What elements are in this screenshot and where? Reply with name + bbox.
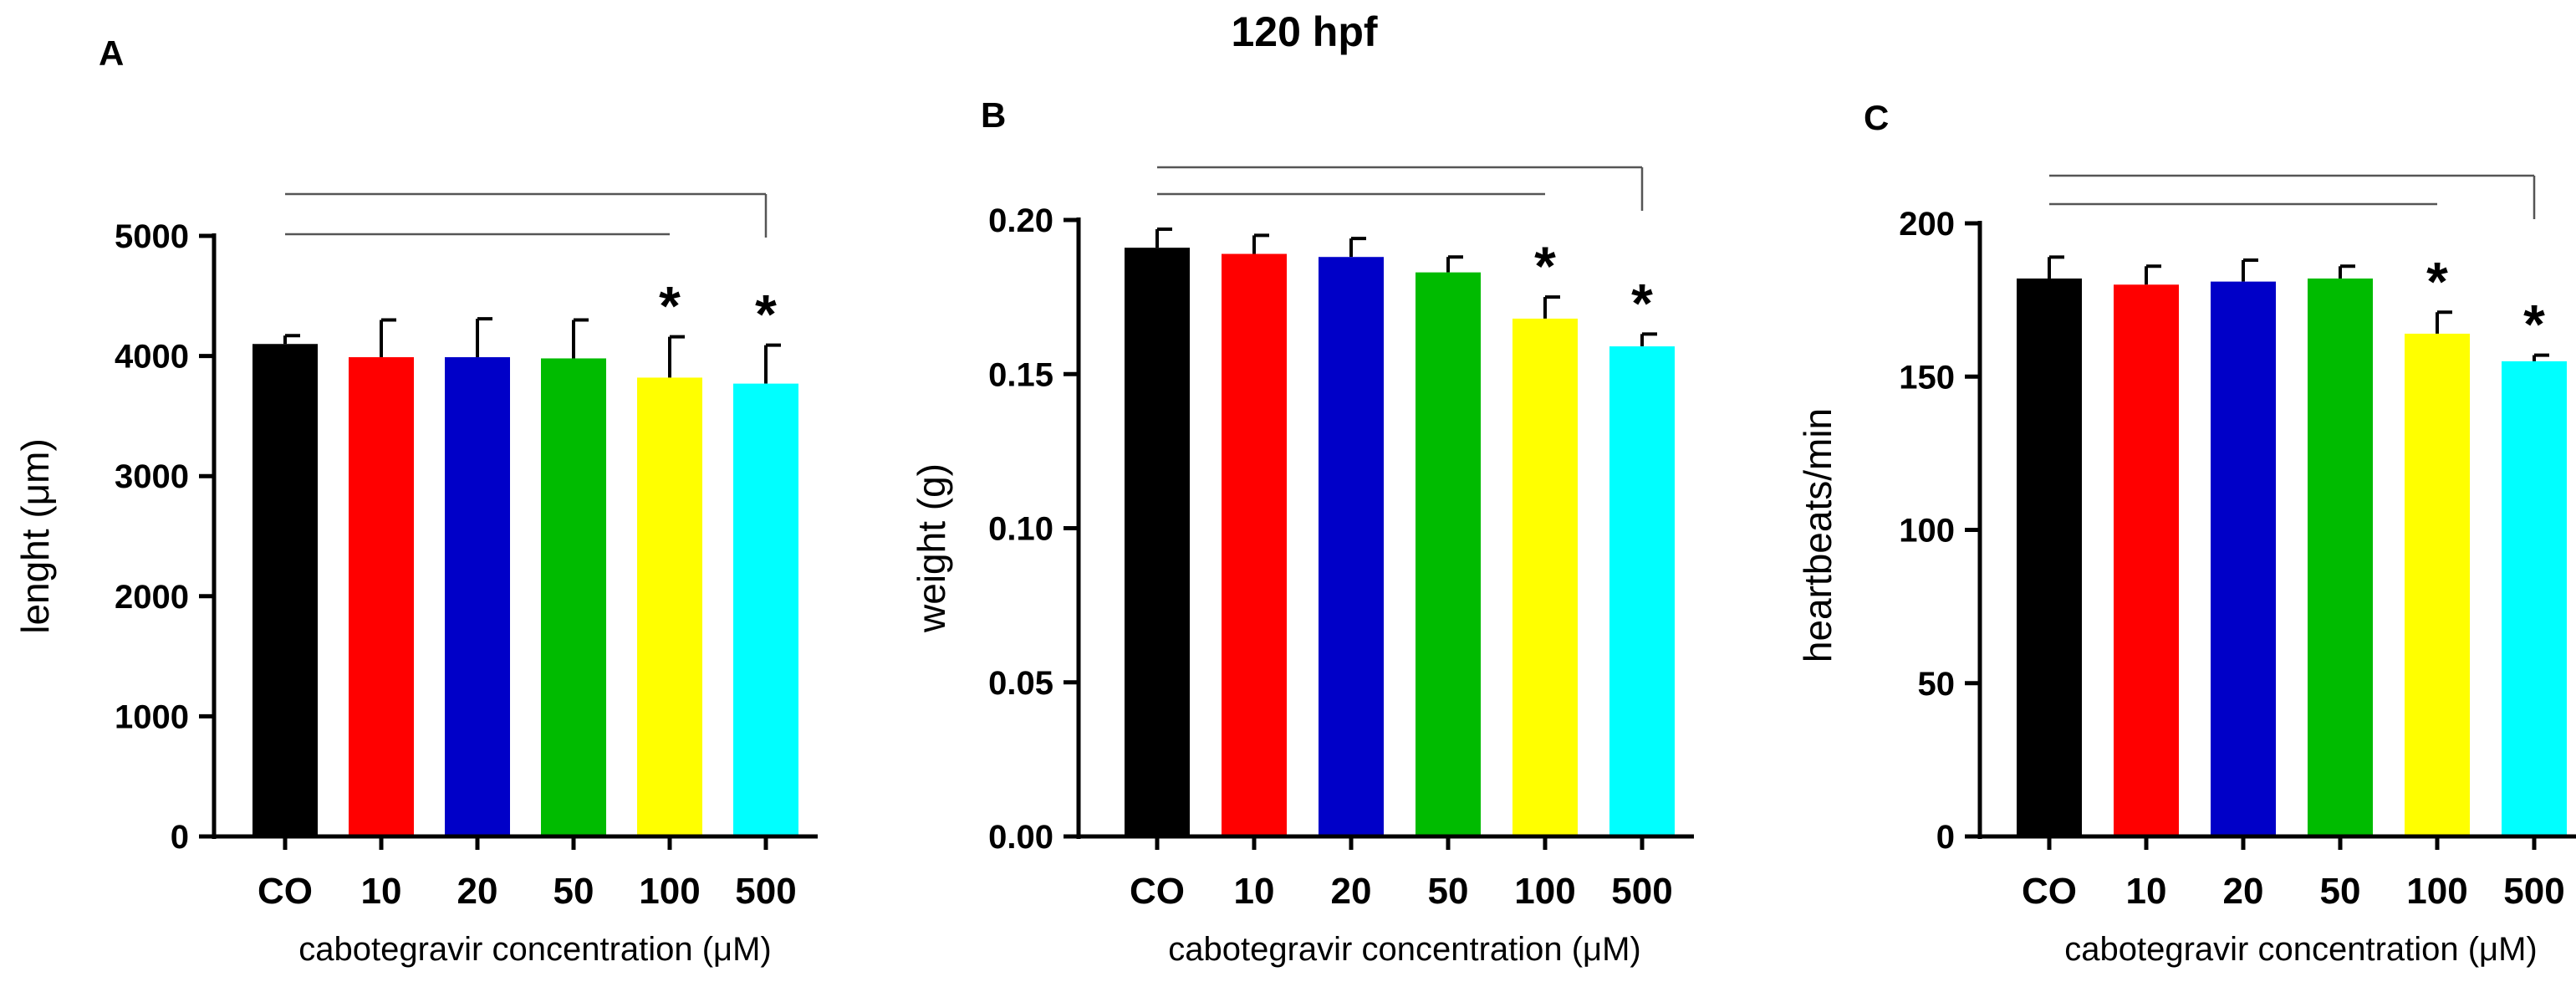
bar-20 bbox=[2211, 281, 2276, 836]
error-bar bbox=[1155, 228, 1172, 248]
significance-bracket bbox=[2049, 174, 2536, 219]
error-bar bbox=[476, 317, 492, 358]
y-tick-label: 2000 bbox=[115, 579, 189, 616]
error-bar bbox=[380, 318, 396, 358]
bar-100 bbox=[2405, 333, 2470, 836]
x-tick-label: 100 bbox=[639, 871, 700, 912]
significance-asterisk: * bbox=[2523, 294, 2545, 355]
y-tick-label: 4000 bbox=[115, 339, 189, 376]
x-axis-label: cabotegravir concentration (μM) bbox=[298, 931, 772, 968]
x-tick-label: 10 bbox=[1234, 871, 1275, 912]
y-tick-label: 0.00 bbox=[988, 819, 1053, 856]
panel-label: C bbox=[1864, 98, 1889, 137]
y-tick-label: 0.05 bbox=[988, 665, 1053, 702]
x-tick-label: CO bbox=[258, 871, 313, 912]
error-bar bbox=[2533, 353, 2549, 361]
error-bar bbox=[2242, 258, 2258, 282]
x-tick-label: 10 bbox=[361, 871, 402, 912]
significance-bracket bbox=[285, 192, 768, 238]
x-tick-label: 500 bbox=[735, 871, 796, 912]
error-bar bbox=[668, 335, 685, 378]
error-bar bbox=[1252, 233, 1269, 254]
error-bar bbox=[572, 318, 589, 359]
chart-panel-b: B 0.00 0.05 0.10 0.15 0.20 CO 10 20 50 100 500 weigh… bbox=[910, 95, 1694, 968]
y-tick-label: 0 bbox=[1936, 819, 1955, 856]
y-tick-label: 3000 bbox=[115, 458, 189, 495]
bar-500 bbox=[733, 383, 798, 836]
x-tick-label: 100 bbox=[1514, 871, 1575, 912]
bar-10 bbox=[2114, 284, 2179, 836]
chart-panel-c: C 0 50 100 150 200 CO 10 20 50 100 500 heartbeats/mi… bbox=[1796, 98, 2576, 968]
x-tick-label: 50 bbox=[553, 871, 594, 912]
bar-CO bbox=[1125, 248, 1190, 836]
error-bar bbox=[2145, 264, 2161, 285]
chart-panel-a: A 0 1000 2000 3000 4000 5000 CO 10 20 50 100 500 leng… bbox=[13, 33, 818, 968]
bar-10 bbox=[349, 357, 414, 836]
y-tick-label: 200 bbox=[1899, 206, 1955, 243]
x-tick-label: 50 bbox=[2320, 871, 2361, 912]
significance-bracket bbox=[1157, 166, 1644, 211]
error-bar bbox=[1446, 255, 1463, 273]
bar-500 bbox=[2502, 361, 2567, 836]
bar-50 bbox=[541, 358, 606, 836]
significance-asterisk: * bbox=[659, 275, 681, 337]
y-tick-label: 5000 bbox=[115, 218, 189, 255]
x-tick-label: 50 bbox=[1428, 871, 1469, 912]
x-tick-label: 500 bbox=[1611, 871, 1672, 912]
bar-50 bbox=[1416, 272, 1481, 836]
x-tick-label: CO bbox=[1130, 871, 1185, 912]
error-bar bbox=[1349, 237, 1366, 258]
y-tick-label: 100 bbox=[1899, 513, 1955, 550]
x-axis-label: cabotegravir concentration (μM) bbox=[1168, 931, 1641, 968]
panel-label: B bbox=[981, 95, 1006, 135]
bar-500 bbox=[1609, 346, 1675, 837]
significance-asterisk: * bbox=[1534, 235, 1556, 297]
error-bar bbox=[2048, 255, 2064, 279]
panel-label: A bbox=[99, 33, 124, 73]
bar-CO bbox=[2017, 278, 2082, 837]
error-bar bbox=[1543, 295, 1560, 319]
x-axis-label: cabotegravir concentration (μM) bbox=[2064, 931, 2538, 968]
y-tick-label: 0.20 bbox=[988, 202, 1053, 239]
error-bar bbox=[1640, 332, 1657, 347]
error-bar bbox=[2436, 310, 2452, 334]
error-bar bbox=[764, 343, 781, 384]
significance-asterisk: * bbox=[755, 284, 777, 345]
error-bar bbox=[283, 334, 300, 345]
bar-10 bbox=[1222, 253, 1287, 836]
y-axis-label: heartbeats/min bbox=[1796, 408, 1839, 662]
x-tick-label: 100 bbox=[2406, 871, 2467, 912]
significance-asterisk: * bbox=[2426, 250, 2448, 312]
x-tick-label: 20 bbox=[2223, 871, 2264, 912]
significance-asterisk: * bbox=[1631, 272, 1653, 334]
bar-100 bbox=[637, 377, 702, 836]
bar-CO bbox=[252, 344, 318, 836]
x-tick-label: 20 bbox=[457, 871, 498, 912]
bar-50 bbox=[2308, 278, 2373, 837]
y-axis-label: lenght (μm) bbox=[13, 438, 57, 634]
y-tick-label: 0 bbox=[171, 819, 189, 856]
bar-20 bbox=[445, 357, 510, 836]
y-tick-label: 150 bbox=[1899, 359, 1955, 396]
bar-20 bbox=[1319, 257, 1384, 837]
x-tick-label: 500 bbox=[2503, 871, 2564, 912]
error-bar bbox=[2339, 264, 2355, 279]
x-tick-label: 20 bbox=[1331, 871, 1372, 912]
y-tick-label: 50 bbox=[1918, 666, 1956, 703]
y-tick-label: 1000 bbox=[115, 698, 189, 735]
x-tick-label: 10 bbox=[2126, 871, 2167, 912]
y-tick-label: 0.10 bbox=[988, 511, 1053, 548]
y-tick-label: 0.15 bbox=[988, 356, 1053, 393]
figure-title: 120 hpf bbox=[1231, 8, 1377, 55]
y-axis-label: weight (g) bbox=[910, 463, 953, 633]
x-tick-label: CO bbox=[2022, 871, 2077, 912]
bar-100 bbox=[1512, 318, 1578, 836]
